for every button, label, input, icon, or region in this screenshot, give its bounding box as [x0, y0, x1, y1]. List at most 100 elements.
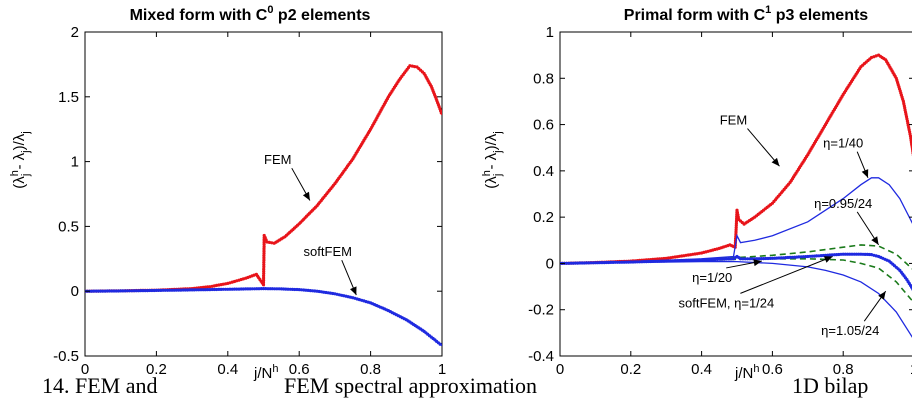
data-point [268, 287, 272, 291]
data-point [206, 288, 210, 292]
data-point [729, 257, 733, 261]
data-point [830, 253, 834, 257]
data-point [92, 289, 96, 293]
data-point [215, 287, 219, 292]
chart-right-title: Primal form with C1 p3 elements [624, 4, 869, 24]
data-point [179, 288, 183, 292]
data-point [624, 260, 629, 264]
x-tick-label: 0.2 [620, 361, 641, 378]
data-point [275, 287, 279, 291]
data-point [660, 259, 664, 263]
chart-left-plot-area [84, 31, 443, 357]
series-line-5 [560, 253, 912, 290]
data-point [199, 288, 203, 292]
data-point [121, 289, 125, 293]
data-point [686, 258, 690, 262]
data-point [578, 261, 582, 265]
data-point [736, 215, 740, 219]
y-tick-label: -0.4 [528, 348, 554, 365]
data-point [99, 289, 103, 293]
chart-left-annotations: FEM softFEM [264, 152, 357, 296]
data-point [143, 289, 147, 293]
data-point [569, 261, 573, 265]
x-tick-label: 0.8 [360, 361, 381, 378]
data-point [413, 65, 417, 69]
data-point [759, 257, 763, 261]
data-point [148, 288, 152, 293]
data-point [593, 261, 598, 265]
data-point [208, 288, 212, 292]
annotation-arrowhead [878, 291, 886, 300]
x-tick-label: 0.4 [691, 361, 712, 378]
data-point [262, 267, 266, 271]
data-point [221, 287, 225, 291]
data-point [306, 288, 310, 292]
annotation-label: η=0.95/24 [814, 196, 872, 211]
annotation-arrowhead [753, 259, 762, 267]
annotation-arrow [747, 128, 780, 167]
y-tick-label: 0.5 [58, 218, 79, 235]
data-point [96, 289, 100, 293]
data-point [94, 289, 98, 293]
data-point [580, 261, 584, 265]
data-point [620, 260, 624, 264]
data-point [154, 288, 158, 292]
data-point [715, 257, 720, 261]
data-point [125, 289, 129, 293]
data-point [688, 258, 693, 262]
y-tick-label: 0 [546, 255, 554, 272]
annotation-label: softFEM, η=1/24 [679, 295, 775, 310]
data-point [863, 252, 867, 256]
figure-caption: 14. FEM and FEM spectral approximation 1… [42, 363, 868, 398]
data-point [615, 260, 620, 264]
data-point [843, 252, 848, 256]
data-point [709, 258, 713, 262]
data-point [874, 254, 878, 258]
axes-frame [559, 31, 912, 357]
data-point [119, 289, 123, 293]
caption-left: 14. FEM and [42, 373, 158, 398]
data-point [666, 259, 671, 263]
data-point [673, 259, 677, 263]
data-point [161, 288, 165, 292]
data-point [609, 260, 613, 264]
annotation-arrowhead [871, 236, 879, 245]
series-markers-5 [560, 252, 912, 291]
data-point [134, 289, 138, 293]
data-point [128, 289, 132, 293]
data-point [224, 287, 228, 291]
data-point [262, 245, 266, 249]
data-point [201, 288, 205, 292]
data-point [262, 274, 266, 278]
data-point [273, 287, 277, 291]
data-point [163, 288, 167, 292]
data-point [210, 287, 214, 292]
data-point [195, 288, 199, 292]
data-point [262, 271, 266, 276]
data-point [110, 289, 114, 293]
y-tick-label: 0 [71, 283, 79, 300]
annotation-label: softFEM [304, 244, 352, 259]
data-point [725, 257, 729, 261]
data-point [241, 287, 245, 291]
series-line-1 [85, 287, 442, 347]
series-line-1 [560, 177, 912, 265]
annotation-label: FEM [264, 152, 291, 167]
data-point [262, 278, 266, 282]
chart-left-ticks: 0 0.2 0.4 0.6 0.8 1-0.500.511.52 [53, 24, 446, 378]
data-point [105, 289, 109, 293]
data-point [239, 287, 243, 291]
x-tick-label: 0 [81, 361, 89, 378]
data-point [741, 257, 745, 261]
data-point [797, 255, 801, 259]
data-point [255, 287, 259, 291]
series-markers-1 [85, 287, 442, 346]
x-tick-label: 0 [556, 361, 564, 378]
data-point [727, 257, 731, 261]
chart-left-mixed-form: Mixed form with C0 p2 elements 0 0.2 0.4 0.… [9, 4, 446, 378]
annotation-arrowhead [861, 169, 869, 178]
data-point [181, 288, 185, 292]
x-tick-label: 0.4 [217, 361, 238, 378]
annotation-label: η=1.05/24 [821, 323, 879, 338]
